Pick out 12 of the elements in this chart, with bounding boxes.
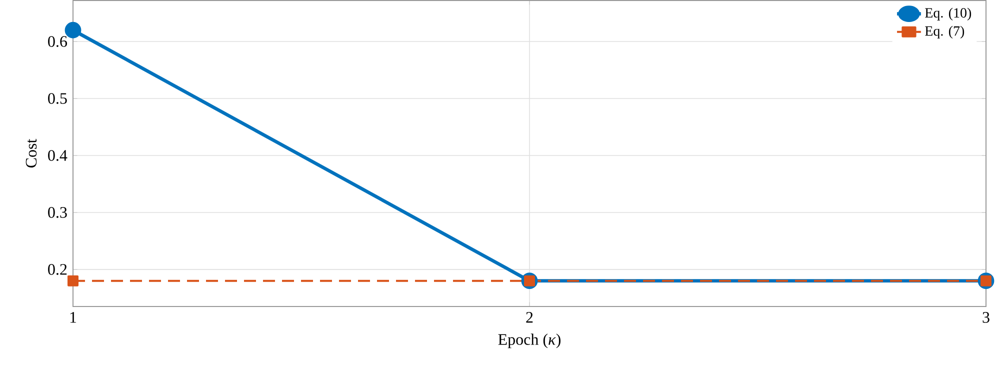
x-tick-label: 1 [70, 312, 76, 323]
x-tick-label: 2 [526, 312, 533, 323]
legend-label: Eq. (10) [925, 8, 972, 21]
y-tick-label: 0.5 [48, 93, 67, 104]
x-axis-title: Epoch (κ) [498, 334, 560, 348]
y-tick-label: 0.2 [48, 264, 67, 276]
y-tick-label: 0.3 [48, 207, 67, 218]
x-tick-label: 3 [982, 312, 990, 324]
y-axis-title: Cost [26, 139, 37, 168]
legend-label: Eq. (7) [925, 26, 964, 39]
y-tick-label: 0.6 [48, 36, 67, 48]
y-tick-label: 0.4 [48, 150, 68, 162]
